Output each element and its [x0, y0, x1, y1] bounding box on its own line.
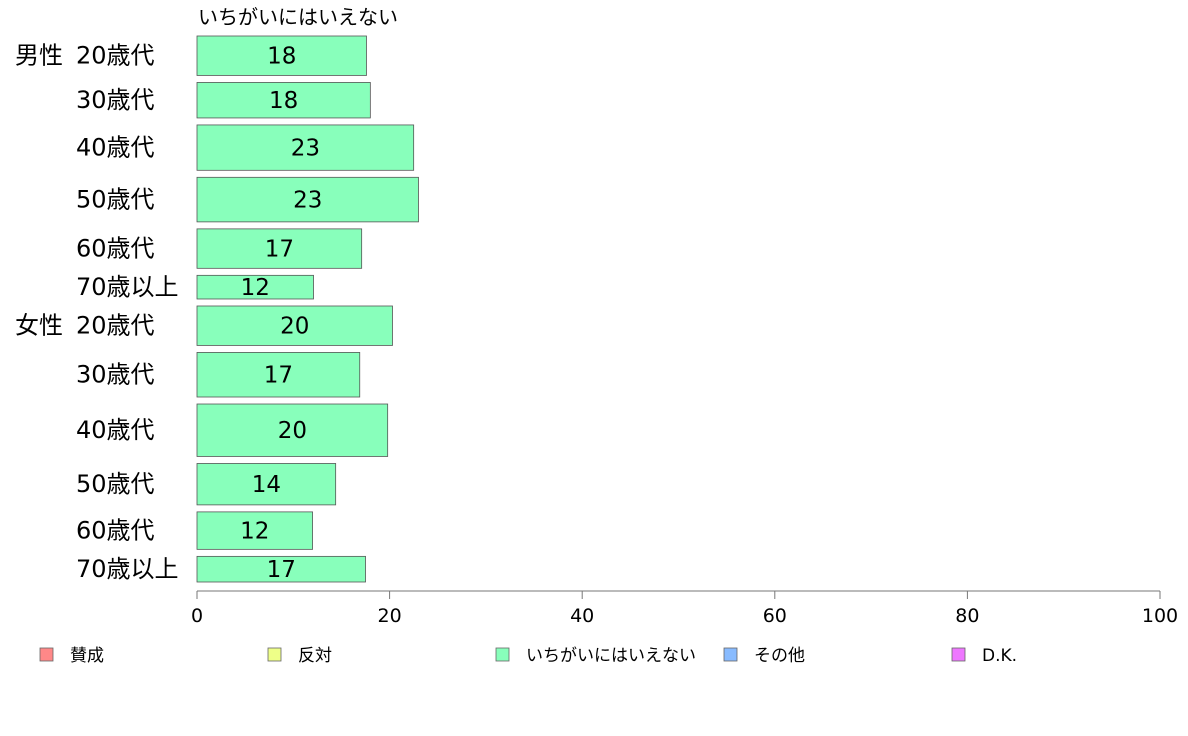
bar — [196, 82, 371, 119]
x-tick-label: 40 — [570, 605, 594, 627]
legend-item: 賛成 — [39, 646, 104, 666]
bar-value-label: 18 — [267, 44, 296, 70]
bar-value-label: 17 — [267, 557, 296, 583]
x-tick-label: 0 — [191, 605, 203, 627]
category-label: 50歳代 — [76, 470, 155, 498]
bar — [196, 463, 337, 506]
category-label: 60歳代 — [76, 235, 155, 263]
legend-label: 賛成 — [70, 646, 104, 666]
category-label: 70歳以上 — [76, 273, 179, 301]
legend-item: D.K. — [951, 646, 1017, 666]
x-tick-label: 80 — [955, 605, 979, 627]
bar-value-label: 12 — [240, 519, 269, 545]
bar — [196, 228, 363, 269]
category-label: 30歳代 — [76, 86, 155, 114]
category-label: 20歳代 — [76, 42, 155, 70]
series-header-label: いちがいにはいえない — [198, 5, 398, 29]
x-axis: 0 20 40 60 80 100 — [191, 590, 1178, 627]
x-tick-label: 20 — [378, 605, 402, 627]
legend-label: 反対 — [298, 646, 332, 666]
bar-value-label: 12 — [241, 275, 270, 301]
legend-swatch — [39, 647, 54, 662]
bar — [196, 305, 393, 346]
bar-value-label: 14 — [252, 472, 281, 498]
bar — [196, 274, 314, 300]
bar-value-label: 17 — [265, 237, 294, 263]
legend-label: D.K. — [982, 646, 1017, 666]
legend-item: 反対 — [267, 646, 332, 666]
category-label: 20歳代 — [76, 312, 155, 340]
legend-item: いちがいにはいえない — [495, 646, 696, 666]
bar-value-label: 20 — [278, 418, 307, 444]
x-tick-label: 100 — [1142, 605, 1178, 627]
legend-item: その他 — [723, 646, 805, 666]
bar — [196, 352, 361, 398]
bar — [196, 35, 367, 76]
category-label: 40歳代 — [76, 134, 155, 162]
legend-label: いちがいにはいえない — [526, 646, 696, 666]
bar — [196, 511, 313, 550]
category-label: 30歳代 — [76, 361, 155, 389]
group-label: 男性 — [15, 42, 63, 70]
category-label: 50歳代 — [76, 186, 155, 214]
bar — [196, 555, 366, 583]
bar — [196, 176, 419, 223]
bar-value-label: 18 — [269, 88, 298, 114]
group-label: 女性 — [15, 312, 63, 340]
bar-value-label: 23 — [293, 188, 322, 214]
category-label: 70歳以上 — [76, 555, 179, 583]
legend: 賛成 反対 いちがいにはいえない その他 D.K. — [39, 646, 1017, 666]
x-tick-label: 60 — [763, 605, 787, 627]
category-label: 40歳代 — [76, 416, 155, 444]
category-label: 60歳代 — [76, 517, 155, 545]
legend-swatch — [723, 647, 738, 662]
bar — [196, 403, 389, 457]
bar — [196, 124, 415, 171]
legend-label: その他 — [754, 646, 805, 666]
bars-layer: 18 18 23 23 17 12 20 17 20 14 12 17 — [196, 35, 419, 583]
legend-swatch — [267, 647, 282, 662]
legend-swatch — [951, 647, 966, 662]
bar-value-label: 17 — [264, 363, 293, 389]
legend-swatch — [495, 647, 510, 662]
bar-value-label: 23 — [291, 136, 320, 162]
bar-value-label: 20 — [280, 314, 309, 340]
